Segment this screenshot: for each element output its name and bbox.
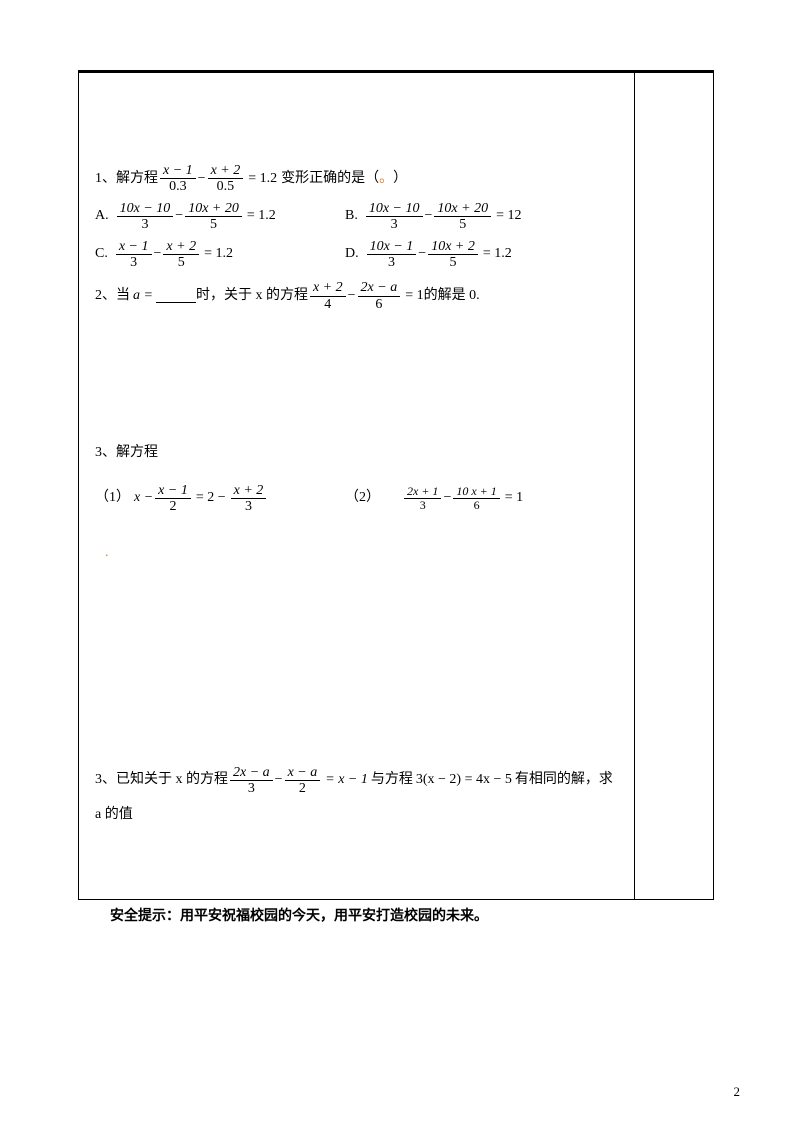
q1-optA: A. 10x − 103 − 10x + 205 = 1.2 — [95, 201, 345, 233]
blank-field — [156, 289, 196, 303]
q1-stem: 1、解方程 x − 1 0.3 − x + 2 0.5 = 1.2 变形正确的是… — [95, 163, 620, 195]
q3-sub2: （2） 2x + 13 − 10 x + 16 = 1 — [345, 485, 523, 512]
q1-frac2: x + 2 0.5 — [208, 163, 244, 195]
page-number: 2 — [734, 1084, 741, 1100]
footer-note: 安全提示：用平安祝福校园的今天，用平安打造校园的未来。 — [110, 905, 488, 925]
q3-title: 3、解方程 — [95, 442, 620, 464]
dot-marker-2: . — [105, 542, 620, 564]
q3-block: 3、解方程 （1） x − x − 12 = 2 − x + 23 （2） 2x… — [95, 442, 620, 565]
q3-subs: （1） x − x − 12 = 2 − x + 23 （2） 2x + 13 … — [95, 483, 620, 515]
q4-line2: a 的值 — [95, 804, 620, 826]
q4-line1: 3、已知关于 x 的方程 2x − a3 − x − a2 = x − 1 与方… — [95, 765, 620, 797]
q1-label: 1、解方程 — [95, 168, 158, 190]
q1-optB: B. 10x − 103 − 10x + 205 = 12 — [345, 201, 522, 233]
q3-sub1: （1） x − x − 12 = 2 − x + 23 — [95, 483, 345, 515]
dot-marker: 。 — [379, 168, 393, 190]
q4-block: 3、已知关于 x 的方程 2x − a3 − x − a2 = x − 1 与方… — [95, 765, 620, 827]
q1-optD: D. 10x − 13 − 10x + 25 = 1.2 — [345, 239, 512, 271]
q1-optC: C. x − 13 − x + 25 = 1.2 — [95, 239, 345, 271]
q2-stem: 2、当 a = 时，关于 x 的方程 x + 24 − 2x − a6 = 1 … — [95, 280, 620, 312]
page-border: 1、解方程 x − 1 0.3 − x + 2 0.5 = 1.2 变形正确的是… — [78, 70, 714, 900]
content-area: 1、解方程 x − 1 0.3 − x + 2 0.5 = 1.2 变形正确的是… — [95, 163, 620, 827]
vertical-divider — [634, 73, 635, 899]
q1-options-row2: C. x − 13 − x + 25 = 1.2 D. 10x − 13 − 1… — [95, 239, 620, 271]
q1-options-row1: A. 10x − 103 − 10x + 205 = 1.2 B. 10x − … — [95, 201, 620, 233]
q1-frac1: x − 1 0.3 — [160, 163, 196, 195]
